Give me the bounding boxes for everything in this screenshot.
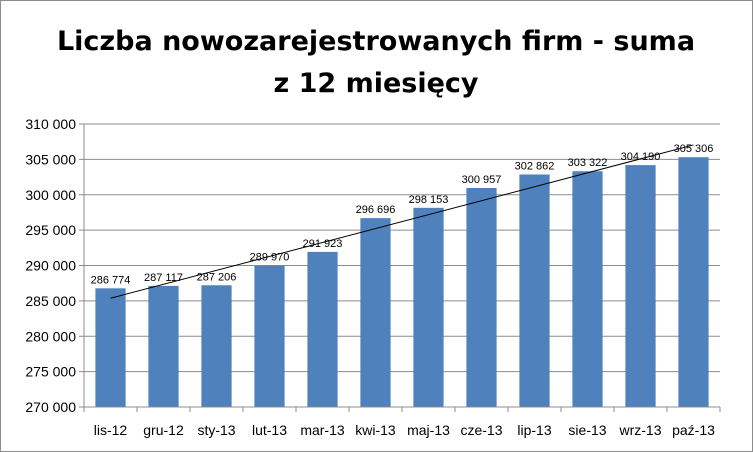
labels: 270 000 275 000 280 000 285 000 290 000 295 0… bbox=[25, 116, 715, 438]
bar bbox=[625, 165, 656, 407]
y-tick-label: 305 000 bbox=[25, 151, 76, 167]
gridlines bbox=[84, 123, 720, 373]
x-tick-label: lip-13 bbox=[517, 422, 551, 438]
bar bbox=[307, 251, 338, 407]
data-label: 289 970 bbox=[250, 252, 290, 264]
data-label: 287 117 bbox=[144, 272, 183, 284]
bars bbox=[95, 157, 709, 407]
bar bbox=[360, 218, 391, 407]
x-tick-label: paź-13 bbox=[672, 422, 715, 438]
bar bbox=[95, 288, 126, 407]
data-label: 305 306 bbox=[674, 143, 714, 155]
x-tick-label: sty-13 bbox=[197, 422, 235, 438]
bar bbox=[413, 207, 444, 407]
x-tick-label: maj-13 bbox=[407, 422, 450, 438]
bar bbox=[572, 171, 603, 407]
x-tick-label: lut-13 bbox=[252, 422, 287, 438]
y-tick-label: 310 000 bbox=[25, 116, 76, 132]
data-label: 287 206 bbox=[197, 271, 237, 283]
trendline-group bbox=[110, 144, 694, 299]
data-label: 296 696 bbox=[356, 204, 396, 216]
data-label: 291 923 bbox=[303, 238, 343, 250]
bar bbox=[519, 174, 550, 407]
x-tick-label: cze-13 bbox=[460, 422, 502, 438]
trendline bbox=[110, 144, 694, 299]
y-tick-label: 275 000 bbox=[25, 364, 76, 380]
x-tick-label: mar-13 bbox=[300, 422, 345, 438]
x-tick-label: gru-12 bbox=[143, 422, 184, 438]
data-label: 304 190 bbox=[621, 151, 661, 163]
y-tick-label: 285 000 bbox=[25, 293, 76, 309]
y-tick-label: 280 000 bbox=[25, 328, 76, 344]
data-label: 303 322 bbox=[568, 157, 608, 169]
x-tick-label: wrz-13 bbox=[618, 422, 661, 438]
x-tick-label: sie-13 bbox=[568, 422, 606, 438]
bar bbox=[254, 265, 285, 407]
data-label: 286 774 bbox=[91, 274, 131, 286]
y-tick-label: 300 000 bbox=[25, 187, 76, 203]
y-tick-label: 290 000 bbox=[25, 258, 76, 274]
y-tick-label: 270 000 bbox=[25, 399, 76, 415]
x-tick-label: kwi-13 bbox=[355, 422, 396, 438]
data-label: 300 957 bbox=[462, 174, 502, 186]
data-label: 298 153 bbox=[409, 194, 449, 206]
bar bbox=[201, 285, 232, 407]
bar bbox=[148, 285, 179, 407]
axes bbox=[79, 123, 721, 412]
chart-title-line-1: Liczba nowozarejestrowanych firm - suma bbox=[57, 26, 695, 57]
x-tick-label: lis-12 bbox=[94, 422, 128, 438]
bar bbox=[678, 157, 709, 407]
y-tick-label: 295 000 bbox=[25, 222, 76, 238]
bar bbox=[466, 187, 497, 407]
chart-title-line-2: z 12 miesięcy bbox=[273, 68, 478, 99]
data-label: 302 862 bbox=[515, 161, 555, 173]
